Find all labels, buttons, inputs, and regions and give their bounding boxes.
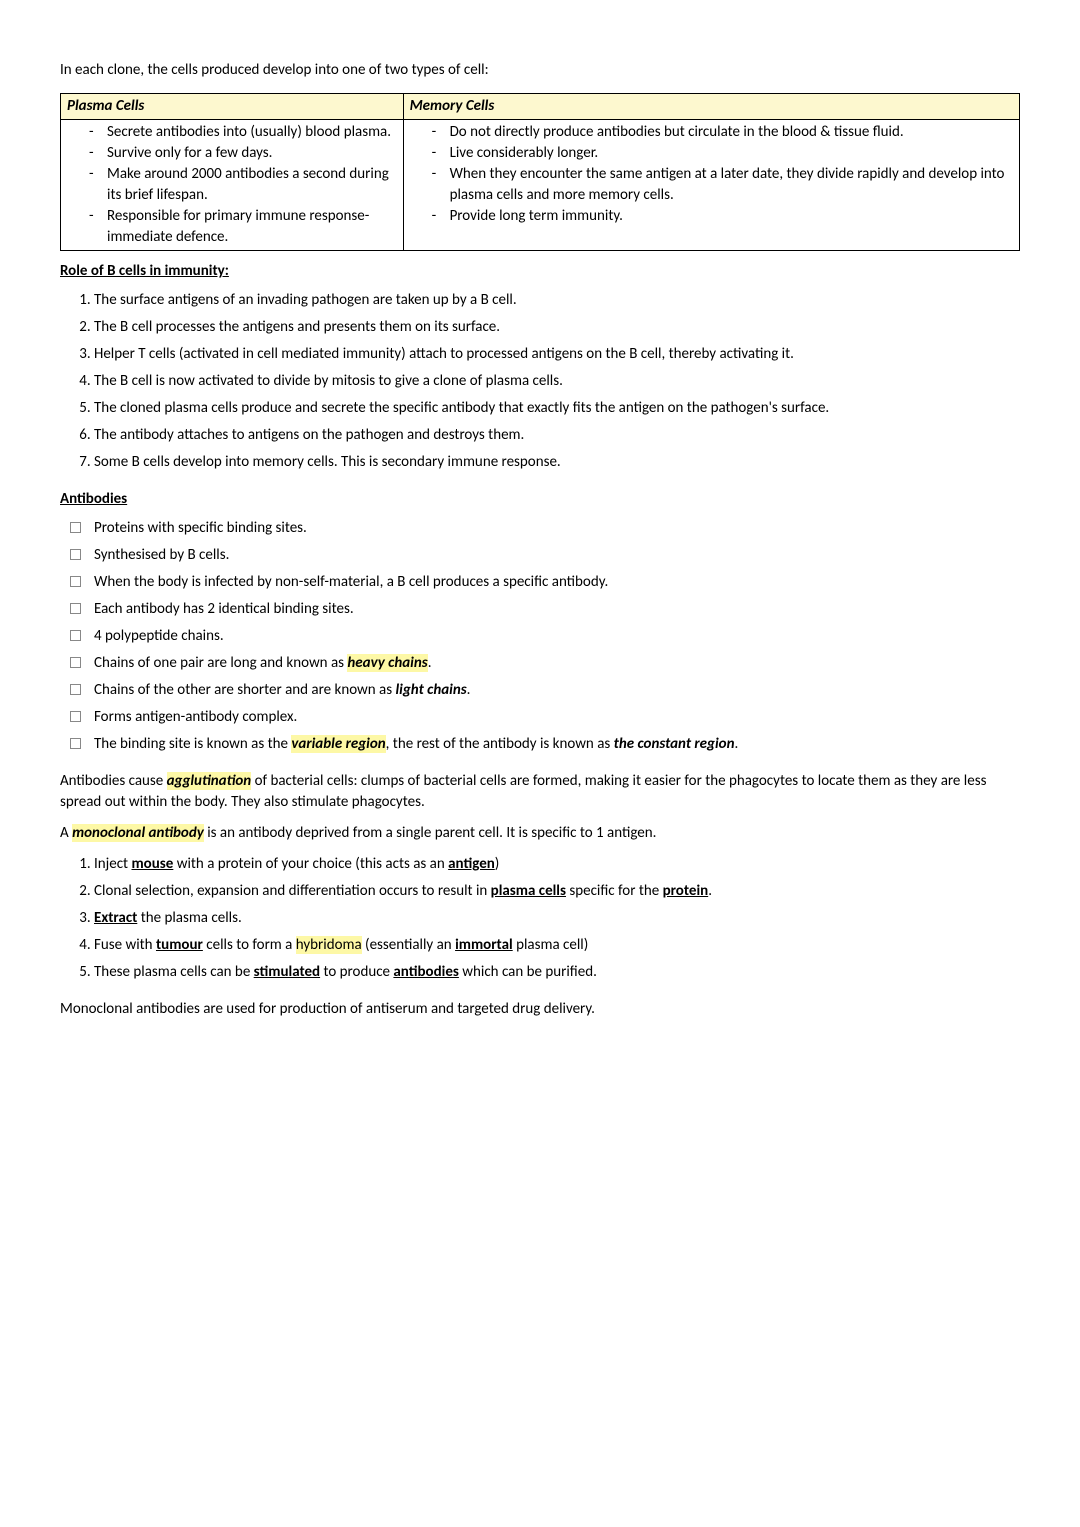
memory-item: Provide long term immunity. (450, 206, 1013, 227)
role-heading: Role of B cells in immunity: (60, 261, 1020, 282)
plasma-item: Secrete antibodies into (usually) blood … (107, 122, 397, 143)
antibodies-list: Proteins with specific binding sites. Sy… (60, 518, 1020, 755)
table-header-memory: Memory Cells (403, 94, 1019, 120)
plasma-item: Survive only for a few days. (107, 143, 397, 164)
role-item: The cloned plasma cells produce and secr… (94, 398, 1020, 419)
role-item: The B cell processes the antigens and pr… (94, 317, 1020, 338)
step-item: Inject mouse with a protein of your choi… (94, 854, 1020, 875)
table-header-plasma: Plasma Cells (61, 94, 404, 120)
role-list: The surface antigens of an invading path… (60, 290, 1020, 473)
ab-item: Forms antigen-antibody complex. (94, 707, 1020, 728)
memory-item: Do not directly produce antibodies but c… (450, 122, 1013, 143)
ab-item: When the body is infected by non-self-ma… (94, 572, 1020, 593)
monoclonal-paragraph: A monoclonal antibody is an antibody dep… (60, 823, 1020, 844)
plasma-item: Responsible for primary immune response-… (107, 206, 397, 248)
plasma-item: Make around 2000 antibodies a second dur… (107, 164, 397, 206)
table-cell-plasma: Secrete antibodies into (usually) blood … (61, 120, 404, 251)
ab-item: 4 polypeptide chains. (94, 626, 1020, 647)
ab-item: Synthesised by B cells. (94, 545, 1020, 566)
cell-types-table: Plasma Cells Memory Cells Secrete antibo… (60, 93, 1020, 251)
monoclonal-steps: Inject mouse with a protein of your choi… (60, 854, 1020, 983)
step-item: Clonal selection, expansion and differen… (94, 881, 1020, 902)
ab-item: Each antibody has 2 identical binding si… (94, 599, 1020, 620)
closing-text: Monoclonal antibodies are used for produ… (60, 999, 1020, 1020)
antibodies-heading: Antibodies (60, 489, 1020, 510)
ab-item: The binding site is known as the variabl… (94, 734, 1020, 755)
step-item: Fuse with tumour cells to form a hybrido… (94, 935, 1020, 956)
memory-item: When they encounter the same antigen at … (450, 164, 1013, 206)
step-item: Extract the plasma cells. (94, 908, 1020, 929)
intro-text: In each clone, the cells produced develo… (60, 60, 1020, 81)
memory-item: Live considerably longer. (450, 143, 1013, 164)
ab-item: Chains of the other are shorter and are … (94, 680, 1020, 701)
role-item: The B cell is now activated to divide by… (94, 371, 1020, 392)
ab-item: Chains of one pair are long and known as… (94, 653, 1020, 674)
ab-item: Proteins with specific binding sites. (94, 518, 1020, 539)
agglutination-paragraph: Antibodies cause agglutination of bacter… (60, 771, 1020, 813)
step-item: These plasma cells can be stimulated to … (94, 962, 1020, 983)
role-item: Helper T cells (activated in cell mediat… (94, 344, 1020, 365)
table-cell-memory: Do not directly produce antibodies but c… (403, 120, 1019, 251)
role-item: The surface antigens of an invading path… (94, 290, 1020, 311)
role-item: The antibody attaches to antigens on the… (94, 425, 1020, 446)
role-item: Some B cells develop into memory cells. … (94, 452, 1020, 473)
